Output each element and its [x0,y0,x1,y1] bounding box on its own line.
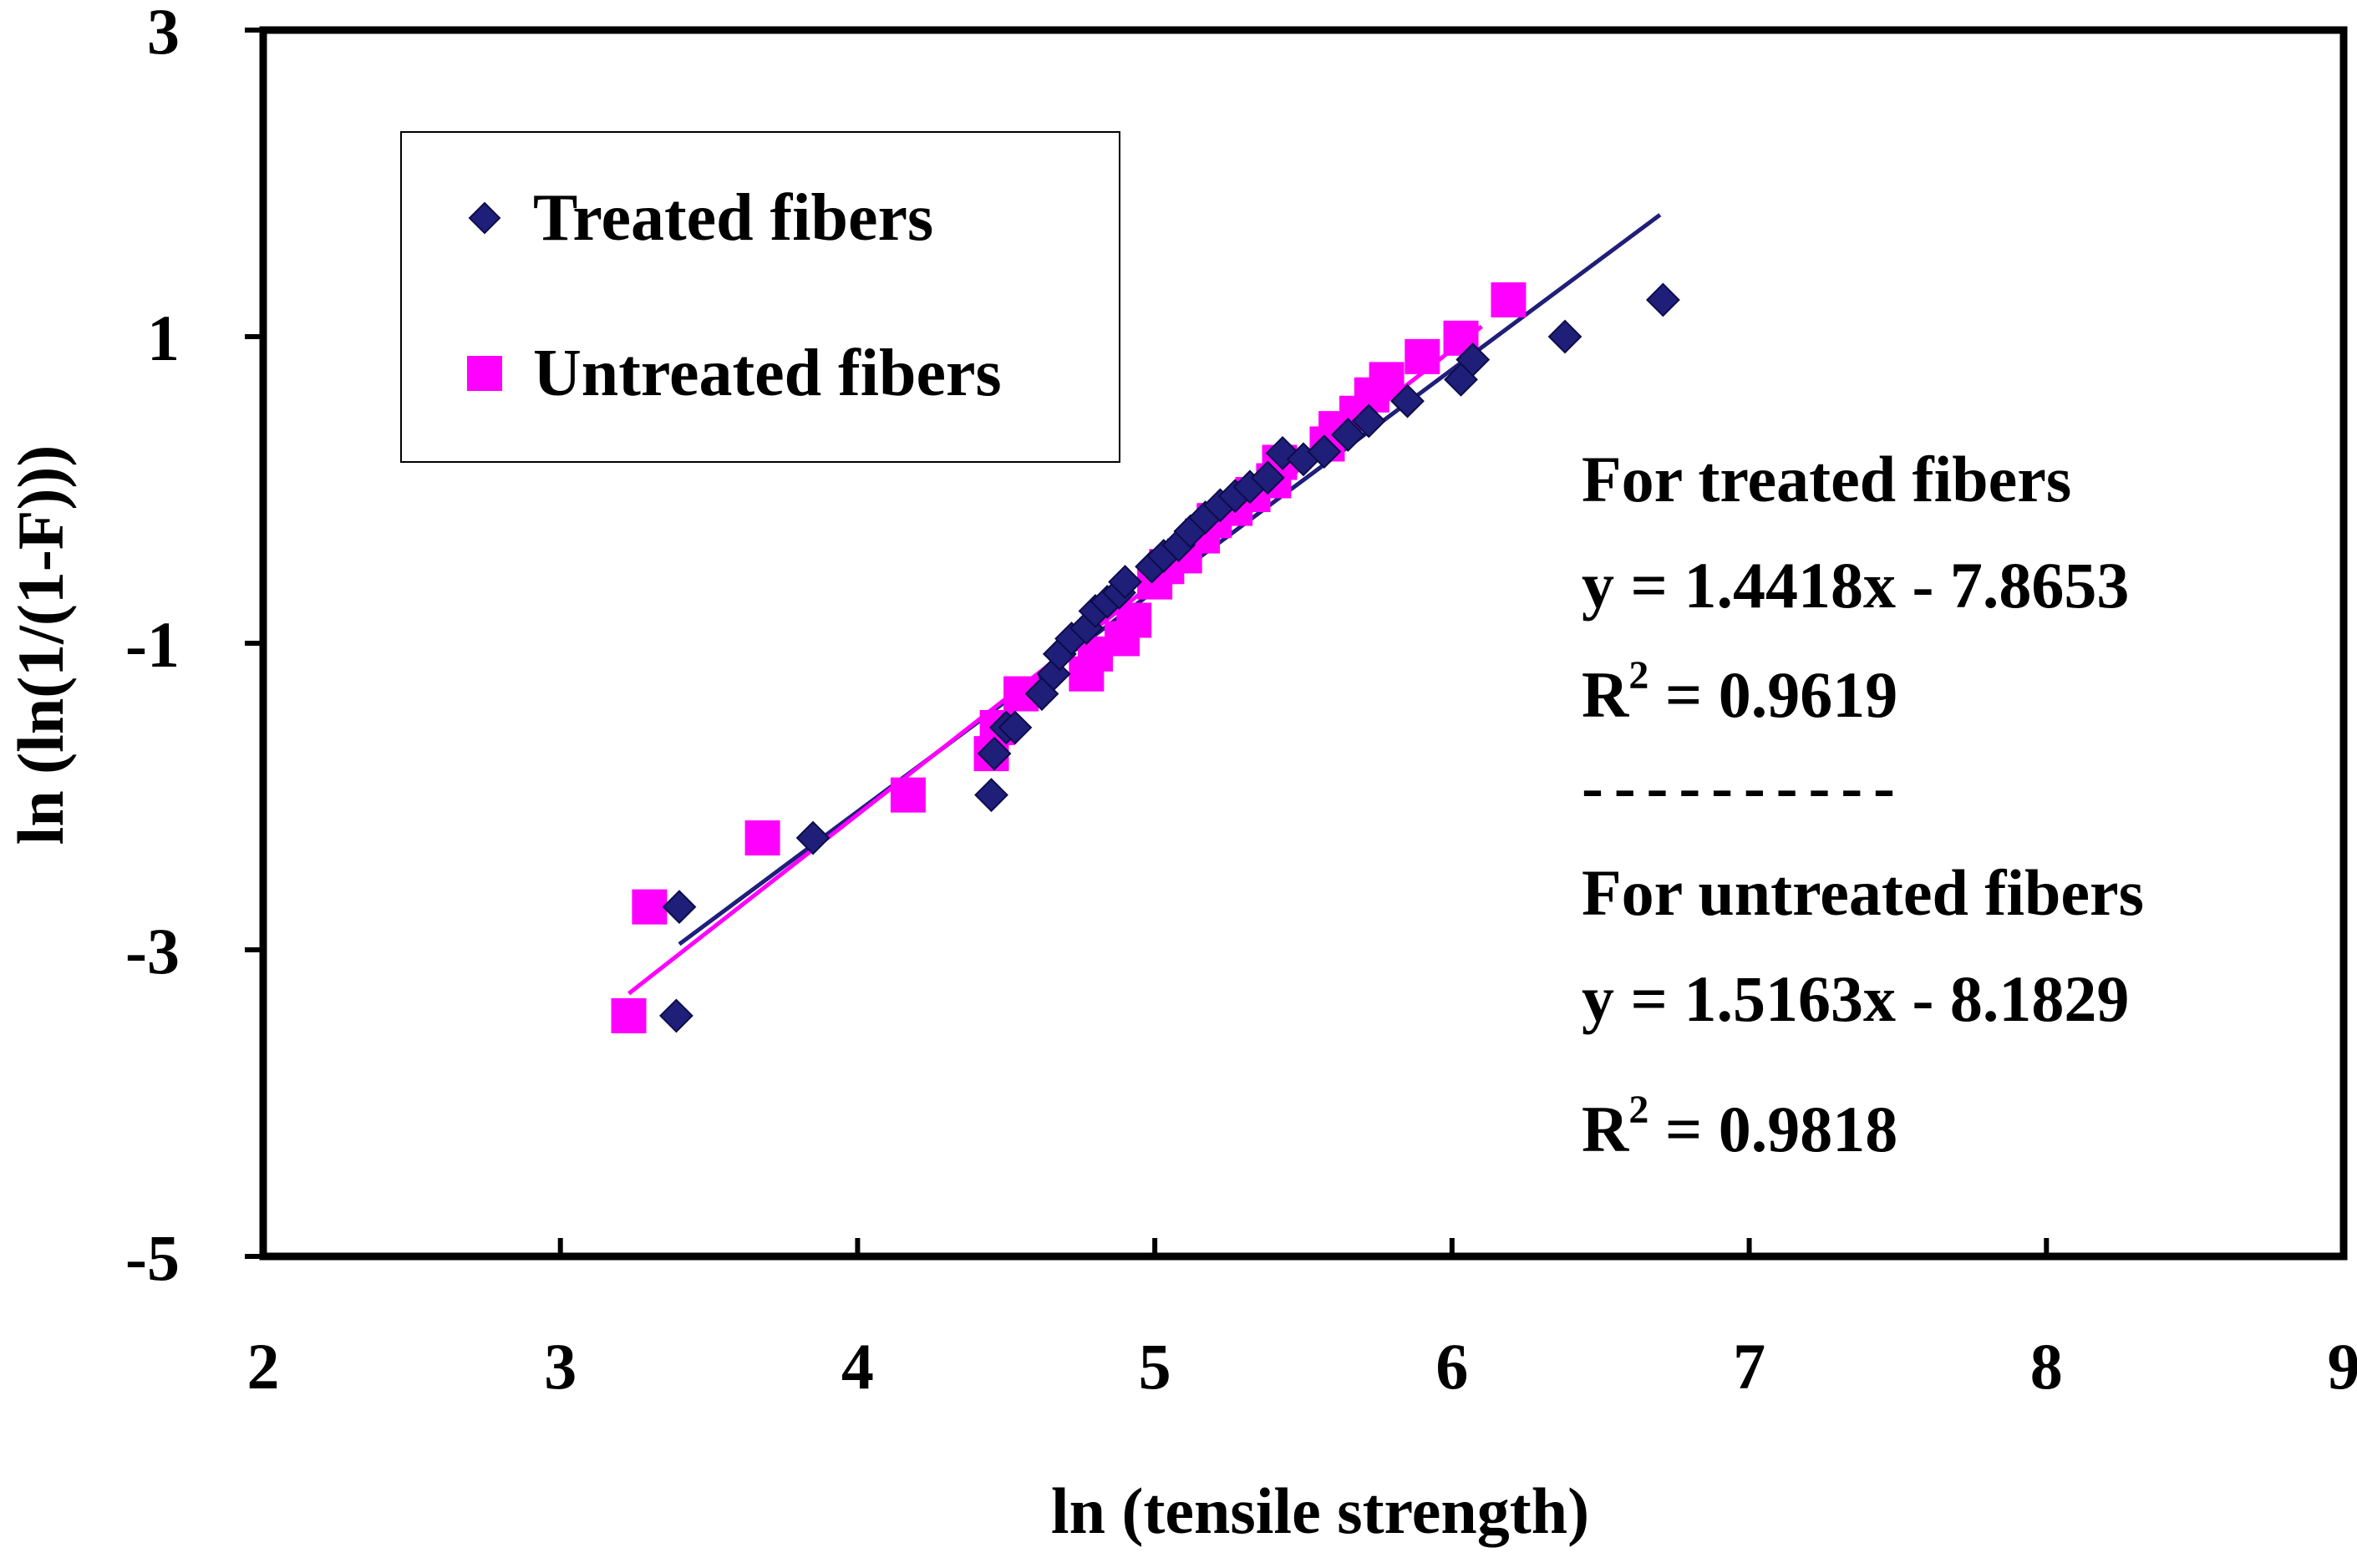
untreated-point [1116,602,1152,638]
y-tick-label: 3 [147,0,180,68]
treated-r-squared: R2 = 0.9619 [1582,653,1897,731]
treated-point [1108,565,1142,600]
x-tick-label: 4 [841,1330,874,1403]
y-axis-ticks: -5 -3 -1 1 3 [125,0,263,1294]
untreated-r2-sup: 2 [1628,1088,1648,1132]
treated-point [1250,460,1285,495]
untreated-equation: y = 1.5163x - 8.1829 [1582,962,2129,1035]
treated-point [974,778,1008,813]
treated-point [977,736,1012,771]
x-tick-label: 8 [2030,1330,2063,1403]
legend: Treated fibers Untreated fibers [400,131,1120,463]
treated-r2-value: = 0.9619 [1648,658,1897,731]
untreated-heading: For untreated fibers [1582,856,2144,929]
legend-box [400,131,1120,463]
untreated-point [632,889,668,925]
treated-point [998,710,1033,745]
x-tick-label: 5 [1139,1330,1171,1403]
treated-point [659,998,693,1033]
treated-r2-sup: 2 [1628,653,1648,698]
x-axis-label: ln (tensile strength) [1051,1474,1589,1547]
untreated-point [890,777,926,813]
treated-r2-prefix: R [1582,658,1630,731]
x-axis-ticks: 2 3 4 5 6 7 8 9 [247,1238,2357,1403]
data-points [611,282,1680,1033]
treated-heading: For treated fibers [1582,443,2071,515]
x-tick-label: 9 [2328,1330,2357,1403]
x-tick-label: 2 [247,1330,280,1403]
y-tick-label: -3 [125,915,180,987]
treated-equation: y = 1.4418x - 7.8653 [1582,549,2129,622]
legend-square-icon [467,356,502,391]
untreated-r2-value: = 0.9818 [1648,1093,1897,1165]
legend-treated-label: Treated fibers [533,181,933,255]
x-tick-label: 6 [1435,1330,1468,1403]
y-tick-label: -5 [125,1221,180,1294]
treated-point [1455,343,1491,377]
y-axis-label: ln (ln(1/(1-F))) [4,445,77,845]
untreated-point [1405,338,1440,374]
untreated-r2-prefix: R [1582,1093,1630,1165]
y-tick-label: -1 [125,608,180,681]
treated-point [1547,319,1582,354]
treated-point [1307,434,1342,469]
untreated-point [611,997,647,1033]
untreated-point [744,820,780,856]
untreated-r-squared: R2 = 0.9818 [1582,1088,1897,1165]
legend-diamond-icon [468,201,501,235]
untreated-point [1369,362,1405,398]
legend-untreated-label: Untreated fibers [533,337,1002,410]
treated-point [1390,383,1425,419]
treated-point [795,820,831,855]
y-tick-label: 1 [147,302,180,374]
regression-annotations: For treated fibers y = 1.4418x - 7.8653 … [1582,443,2144,1165]
treated-point [1351,403,1386,439]
treated-point [1330,418,1365,452]
treated-point [662,890,697,925]
x-tick-label: 7 [1733,1330,1765,1403]
treated-point [1645,282,1680,317]
x-tick-label: 3 [544,1330,577,1403]
untreated-point [1491,282,1526,317]
